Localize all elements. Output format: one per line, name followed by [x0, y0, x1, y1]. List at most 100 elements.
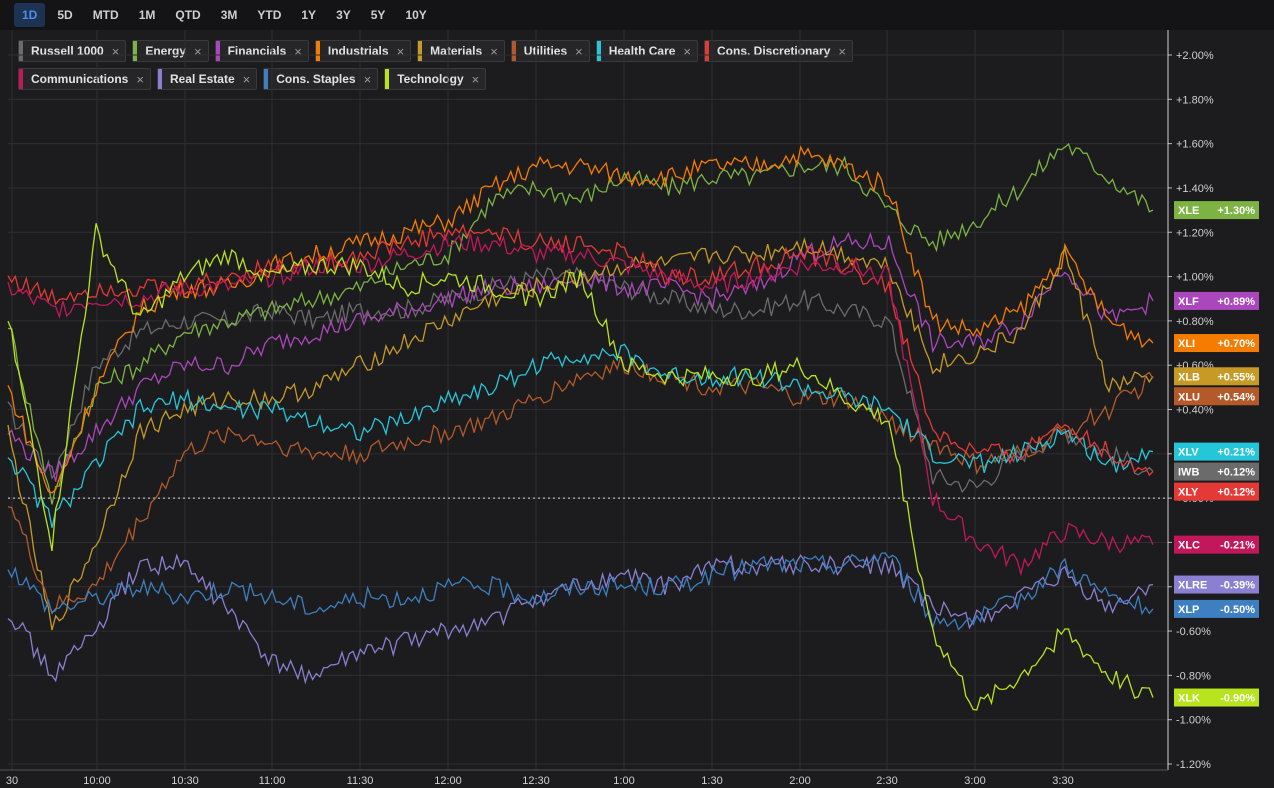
x-tick-label: 2:30: [876, 775, 897, 787]
close-icon[interactable]: ×: [575, 43, 583, 59]
legend-swatch: [385, 69, 390, 89]
end-tag-value: +0.21%: [1217, 447, 1255, 459]
y-tick-label: +1.40%: [1176, 183, 1214, 195]
close-icon[interactable]: ×: [396, 43, 405, 59]
series-line-xle[interactable]: [7, 142, 1154, 505]
close-icon[interactable]: ×: [490, 43, 498, 59]
end-tag-xlp: XLP -0.50%: [1174, 599, 1259, 618]
series-line-xlc[interactable]: [7, 232, 1154, 577]
end-tag-value: +0.55%: [1217, 371, 1255, 383]
x-tick-label: 3:30: [1052, 775, 1073, 787]
legend-swatch: [315, 41, 320, 61]
timeframe-qtd[interactable]: QTD: [175, 8, 201, 22]
end-tag-value: +0.89%: [1217, 296, 1255, 308]
timeframe-mtd[interactable]: MTD: [92, 8, 119, 22]
end-tag-xle: XLE +1.30%: [1174, 201, 1259, 220]
end-tag-ticker: XLC: [1178, 540, 1200, 552]
y-tick-label: -0.80%: [1176, 670, 1211, 682]
y-tick-label: +0.40%: [1176, 405, 1214, 417]
x-tick-label: 1:30: [701, 775, 722, 787]
timeframe-1m[interactable]: 1M: [138, 8, 156, 22]
legend-chip-xlc[interactable]: Communications ×: [18, 68, 151, 90]
close-icon[interactable]: ×: [683, 43, 692, 59]
y-axis: +2.00% +1.80% +1.60% +1.40% +1.20% +1.00% +0.8…: [1167, 30, 1214, 771]
y-tick-label: -1.20%: [1176, 759, 1211, 771]
series-line-xlu[interactable]: [7, 356, 1154, 613]
y-tick-label: +1.00%: [1176, 272, 1214, 284]
series-line-xlre[interactable]: [7, 553, 1154, 685]
x-tick-label: 11:30: [347, 775, 374, 787]
end-tag-ticker: XLE: [1178, 205, 1199, 217]
end-tag-xlu: XLU +0.54%: [1174, 387, 1259, 406]
legend-label: Cons. Staples: [276, 72, 356, 86]
line-chart: +2.00%+1.80%+1.60%+1.40%+1.20%+1.00%+0.8…: [0, 30, 1259, 787]
close-icon[interactable]: ×: [194, 43, 202, 59]
end-tag-value: -0.21%: [1220, 540, 1255, 552]
timeframe-1y[interactable]: 1Y: [301, 8, 317, 22]
x-tick-label: 10:00: [83, 775, 111, 787]
series-line-xlv[interactable]: [7, 343, 1154, 528]
timeframe-3m[interactable]: 3M: [220, 8, 238, 22]
end-tag-value: +0.54%: [1217, 391, 1255, 403]
legend-label: Technology: [397, 72, 464, 86]
close-icon[interactable]: ×: [136, 71, 144, 87]
legend-swatch: [264, 69, 269, 89]
legend-label: Real Estate: [169, 72, 235, 86]
timeframe-10y[interactable]: 10Y: [405, 8, 427, 22]
x-tick-label: 12:00: [434, 775, 462, 787]
grid: [8, 30, 1168, 770]
end-tag-xly: XLY +0.12%: [1174, 482, 1259, 501]
y-tick-label: +2.00%: [1176, 50, 1214, 62]
series-line-xli[interactable]: [7, 145, 1154, 494]
end-tag-ticker: XLF: [1178, 296, 1199, 308]
series-line-xlb[interactable]: [7, 236, 1154, 631]
x-tick-label: 1:00: [613, 775, 634, 787]
end-tag-xlv: XLV +0.21%: [1174, 442, 1259, 461]
legend-swatch: [596, 41, 601, 61]
legend-swatch: [215, 41, 220, 61]
y-tick-label: -0.60%: [1176, 626, 1211, 638]
legend-label: Communications: [31, 72, 129, 86]
end-tag-ticker: XLY: [1178, 487, 1199, 499]
y-tick-label: +1.60%: [1176, 139, 1214, 151]
timeframe-5d[interactable]: 5D: [57, 8, 73, 22]
close-icon[interactable]: ×: [471, 71, 480, 87]
series-line-xlp[interactable]: [7, 552, 1154, 631]
close-icon[interactable]: ×: [363, 71, 372, 87]
series-lines: [7, 142, 1154, 711]
timeframe-ytd[interactable]: YTD: [257, 8, 282, 22]
legend: Russell 1000 × Energy × Financials × Industria…: [18, 40, 968, 90]
close-icon[interactable]: ×: [242, 71, 251, 87]
x-tick-label: 12:30: [522, 775, 550, 787]
timeframe-3y[interactable]: 3Y: [336, 8, 351, 22]
end-tag-value: +0.70%: [1217, 338, 1255, 350]
series-line-xly[interactable]: [7, 223, 1154, 477]
timeframe-1d[interactable]: 1D: [14, 3, 46, 27]
x-tick-label: 30: [6, 775, 18, 787]
legend-chip-xlk[interactable]: Technology ×: [384, 68, 487, 90]
x-tick-label: 2:00: [789, 775, 810, 787]
x-tick-label: 11:00: [259, 775, 286, 787]
close-icon[interactable]: ×: [294, 43, 302, 59]
end-tag-xlb: XLB +0.55%: [1174, 367, 1259, 386]
legend-chip-xlre[interactable]: Real Estate ×: [156, 68, 258, 90]
y-tick-label: +1.20%: [1176, 227, 1214, 239]
legend-swatch: [133, 41, 138, 61]
series-line-xlf[interactable]: [7, 231, 1154, 482]
y-tick-label: -1.00%: [1176, 715, 1211, 727]
close-icon[interactable]: ×: [111, 43, 120, 59]
close-icon[interactable]: ×: [838, 43, 846, 59]
end-tag-xlre: XLRE -0.39%: [1174, 575, 1259, 594]
end-labels: XLE +1.30% XLF +0.89% XLI +0.70% XLB +0.55% XLU +…: [1174, 201, 1259, 707]
end-tag-value: -0.50%: [1220, 604, 1255, 616]
end-tag-xlc: XLC -0.21%: [1174, 535, 1259, 554]
y-tick-label: +0.80%: [1176, 316, 1214, 328]
timeframe-5y[interactable]: 5Y: [370, 8, 386, 22]
series-line-xlk[interactable]: [7, 223, 1154, 711]
legend-chip-xlp[interactable]: Cons. Staples ×: [263, 68, 379, 90]
legend-swatch: [511, 41, 516, 61]
legend-swatch: [705, 41, 710, 61]
end-tag-ticker: XLB: [1178, 371, 1200, 383]
legend-swatch: [418, 41, 423, 61]
end-tag-ticker: XLV: [1178, 447, 1199, 459]
